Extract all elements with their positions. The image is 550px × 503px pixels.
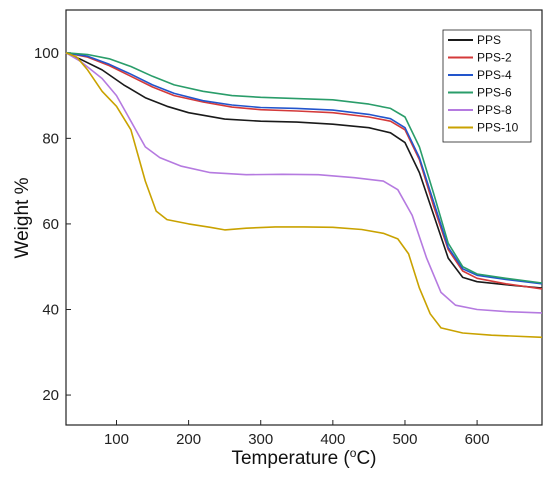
legend-label: PPS-8 — [477, 103, 512, 117]
x-axis-title-unit: C) — [356, 448, 376, 469]
series-line-pps — [65, 52, 543, 289]
y-tick-label: 80 — [42, 130, 59, 147]
x-axis-title: Temperature (oC) — [231, 446, 376, 469]
series-line-pps-4 — [65, 52, 543, 285]
x-tick-label: 600 — [465, 431, 490, 448]
legend-box — [442, 29, 532, 143]
x-axis-ticks: 100 200 300 400 500 600 — [104, 420, 490, 448]
y-tick-label: 60 — [42, 216, 59, 233]
series-line-pps-8 — [65, 52, 543, 314]
legend-label: PPS-2 — [477, 51, 512, 65]
plot-frame — [65, 9, 543, 426]
y-tick-label: 100 — [34, 45, 59, 62]
legend-label: PPS-4 — [477, 68, 512, 82]
legend-label: PPS — [477, 33, 501, 47]
legend-label: PPS-6 — [477, 86, 512, 100]
x-tick-label: 400 — [320, 431, 345, 448]
series-line-pps-2 — [65, 52, 543, 290]
x-tick-label: 200 — [176, 431, 201, 448]
x-tick-label: 500 — [392, 431, 417, 448]
y-tick-label: 40 — [42, 301, 59, 318]
x-axis-title-superscript: o — [350, 446, 357, 460]
x-tick-label: 100 — [104, 431, 129, 448]
series-line-pps-10 — [65, 52, 543, 339]
y-axis-ticks: 20 40 60 80 100 — [34, 45, 71, 404]
series-line-pps-6 — [65, 52, 543, 284]
legend: PPS PPS-2 PPS-4 PPS-6 PPS-8 PPS-10 — [442, 29, 532, 143]
series-layer — [65, 52, 543, 339]
y-axis-title: Weight % — [12, 177, 33, 258]
x-axis-title-main: Temperature ( — [231, 448, 350, 469]
y-tick-label: 20 — [42, 387, 59, 404]
legend-label: PPS-10 — [477, 121, 519, 135]
x-tick-label: 300 — [248, 431, 273, 448]
